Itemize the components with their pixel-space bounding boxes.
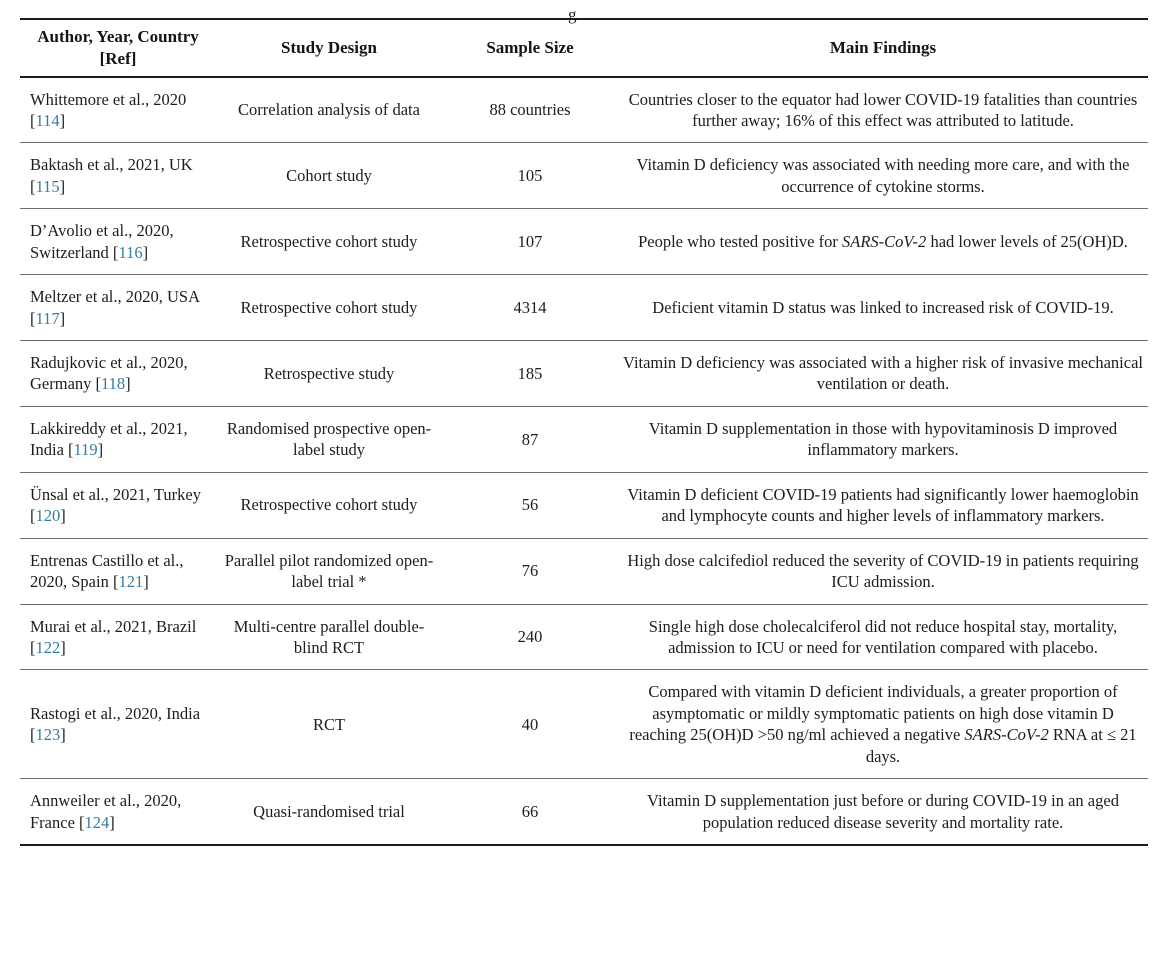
findings-cell: Vitamin D supplementation in those with … [618, 406, 1148, 473]
citation-link[interactable]: 123 [35, 725, 61, 745]
header-row: Author, Year, Country [Ref] Study Design… [20, 18, 1148, 78]
findings-cell: Vitamin D supplementation just before or… [618, 778, 1148, 847]
design-cell: RCT [216, 669, 442, 780]
citation-link[interactable]: 121 [118, 572, 144, 592]
author-cell: Whittemore et al., 2020 [114] [20, 76, 216, 144]
citation-link[interactable]: 122 [35, 637, 61, 657]
findings-cell: Deficient vitamin D status was linked to… [618, 274, 1148, 341]
table-row: Radujkovic et al., 2020, Germany [118] R… [20, 340, 1148, 407]
table-row: Annweiler et al., 2020, France [124] Qua… [20, 778, 1148, 847]
table-row: Baktash et al., 2021, UK [115] Cohort st… [20, 142, 1148, 210]
sample-cell: 105 [442, 142, 618, 210]
citation-link[interactable]: 124 [84, 812, 110, 832]
table-body: Whittemore et al., 2020 [114] Correlatio… [20, 76, 1148, 847]
sample-cell: 88 countries [442, 76, 618, 144]
author-cell: Baktash et al., 2021, UK [115] [20, 142, 216, 210]
table-row: D’Avolio et al., 2020, Switzerland [116]… [20, 208, 1148, 276]
table-row: Rastogi et al., 2020, India [123] RCT 40… [20, 669, 1148, 780]
caption-fragment: g [568, 5, 577, 24]
design-cell: Randomised prospective open-label study [216, 406, 442, 473]
citation-link[interactable]: 114 [35, 110, 60, 130]
table-row: Lakkireddy et al., 2021, India [119] Ran… [20, 406, 1148, 473]
sample-cell: 66 [442, 778, 618, 847]
findings-cell: High dose calcifediol reduced the severi… [618, 538, 1148, 605]
design-cell: Retrospective cohort study [216, 472, 442, 539]
author-cell: Murai et al., 2021, Brazil [122] [20, 604, 216, 671]
header-sample-size: Sample Size [442, 18, 618, 78]
table-row: Meltzer et al., 2020, USA [117] Retrospe… [20, 274, 1148, 341]
citation-link[interactable]: 115 [35, 176, 60, 196]
author-cell: Rastogi et al., 2020, India [123] [20, 669, 216, 780]
author-cell: Ünsal et al., 2021, Turkey [120] [20, 472, 216, 539]
design-cell: Quasi-randomised trial [216, 778, 442, 847]
sample-cell: 240 [442, 604, 618, 671]
design-cell: Correlation analysis of data [216, 76, 442, 144]
sample-cell: 185 [442, 340, 618, 407]
sample-cell: 87 [442, 406, 618, 473]
header-author: Author, Year, Country [Ref] [20, 18, 216, 78]
sample-cell: 4314 [442, 274, 618, 341]
design-cell: Cohort study [216, 142, 442, 210]
sample-cell: 76 [442, 538, 618, 605]
citation-link[interactable]: 120 [35, 506, 61, 526]
author-cell: Entrenas Castillo et al., 2020, Spain [1… [20, 538, 216, 605]
design-cell: Retrospective cohort study [216, 274, 442, 341]
table-row: Ünsal et al., 2021, Turkey [120] Retrosp… [20, 472, 1148, 539]
citation-link[interactable]: 119 [73, 440, 98, 460]
studies-table: Author, Year, Country [Ref] Study Design… [20, 18, 1148, 847]
findings-cell: Countries closer to the equator had lowe… [618, 76, 1148, 144]
author-cell: Lakkireddy et al., 2021, India [119] [20, 406, 216, 473]
author-cell: Radujkovic et al., 2020, Germany [118] [20, 340, 216, 407]
sample-cell: 40 [442, 669, 618, 780]
author-cell: Annweiler et al., 2020, France [124] [20, 778, 216, 847]
table-header: Author, Year, Country [Ref] Study Design… [20, 18, 1148, 78]
design-cell: Retrospective cohort study [216, 208, 442, 276]
findings-cell: Vitamin D deficiency was associated with… [618, 142, 1148, 210]
findings-cell: Vitamin D deficient COVID-19 patients ha… [618, 472, 1148, 539]
table-row: Whittemore et al., 2020 [114] Correlatio… [20, 76, 1148, 144]
citation-link[interactable]: 118 [101, 374, 126, 394]
design-cell: Parallel pilot randomized open-label tri… [216, 538, 442, 605]
table-row: Murai et al., 2021, Brazil [122] Multi-c… [20, 604, 1148, 671]
author-cell: D’Avolio et al., 2020, Switzerland [116] [20, 208, 216, 276]
findings-cell: Single high dose cholecalciferol did not… [618, 604, 1148, 671]
citation-link[interactable]: 117 [35, 308, 60, 328]
sample-cell: 56 [442, 472, 618, 539]
header-study-design: Study Design [216, 18, 442, 78]
findings-cell: Compared with vitamin D deficient indivi… [618, 669, 1148, 780]
design-cell: Retrospective study [216, 340, 442, 407]
citation-link[interactable]: 116 [118, 242, 143, 262]
sample-cell: 107 [442, 208, 618, 276]
design-cell: Multi-centre parallel double-blind RCT [216, 604, 442, 671]
findings-cell: People who tested positive for SARS-CoV-… [618, 208, 1148, 276]
table-row: Entrenas Castillo et al., 2020, Spain [1… [20, 538, 1148, 605]
header-main-findings: Main Findings [618, 18, 1148, 78]
findings-cell: Vitamin D deficiency was associated with… [618, 340, 1148, 407]
author-cell: Meltzer et al., 2020, USA [117] [20, 274, 216, 341]
